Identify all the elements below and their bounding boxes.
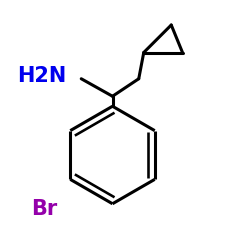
Text: Br: Br <box>31 199 58 219</box>
Text: H2N: H2N <box>17 66 66 86</box>
